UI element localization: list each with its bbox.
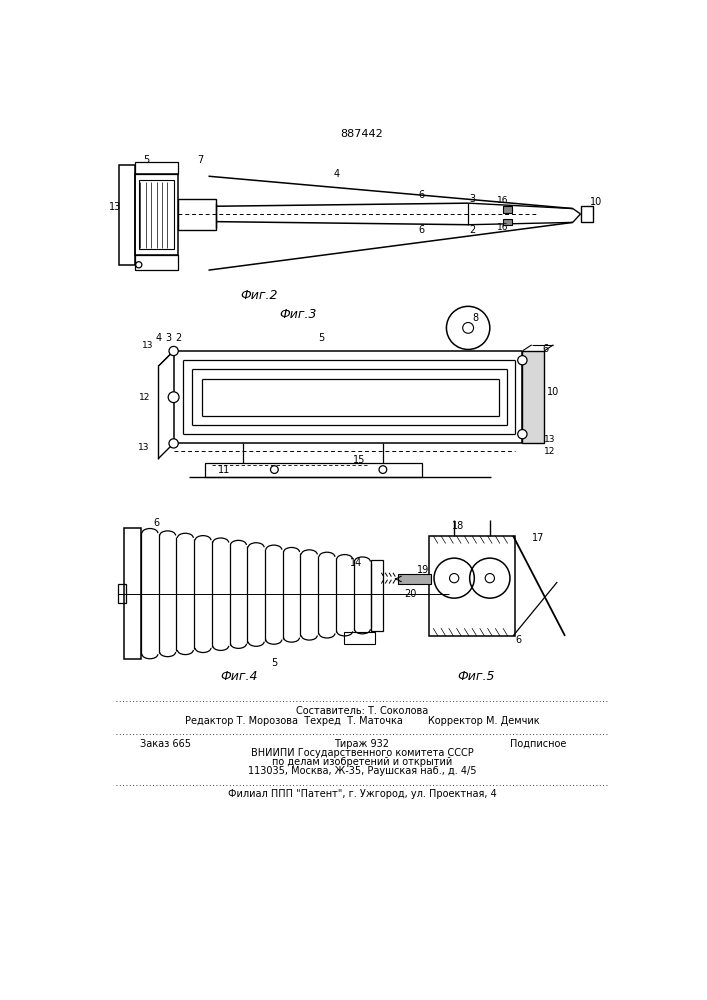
Text: 6: 6 bbox=[542, 344, 549, 354]
Bar bbox=[135, 162, 177, 174]
Text: 6: 6 bbox=[419, 225, 425, 235]
Text: Составитель: Т. Соколова: Составитель: Т. Соколова bbox=[296, 706, 428, 716]
Text: 10: 10 bbox=[590, 197, 602, 207]
Text: 18: 18 bbox=[452, 521, 464, 531]
Text: 13: 13 bbox=[110, 202, 122, 212]
Bar bbox=[580, 206, 593, 222]
Text: Редактор Т. Морозова  Техред  Т. Маточка        Корректор М. Демчик: Редактор Т. Морозова Техред Т. Маточка К… bbox=[185, 716, 539, 726]
Text: 12: 12 bbox=[544, 447, 555, 456]
Text: Фиг.3: Фиг.3 bbox=[279, 308, 316, 321]
Text: 7: 7 bbox=[198, 155, 204, 165]
Text: 4: 4 bbox=[155, 333, 161, 343]
Bar bbox=[371, 560, 383, 631]
Text: 113035, Москва, Ж-35, Раушская наб., д. 4/5: 113035, Москва, Ж-35, Раушская наб., д. … bbox=[247, 766, 477, 776]
Text: 19: 19 bbox=[417, 565, 429, 575]
Text: 8: 8 bbox=[473, 313, 479, 323]
Text: 15: 15 bbox=[354, 455, 366, 465]
Text: 13: 13 bbox=[544, 435, 555, 444]
Bar bbox=[119, 165, 135, 265]
Bar bbox=[522, 351, 544, 443]
Text: Тираж 932: Тираж 932 bbox=[334, 739, 390, 749]
Text: Фиг.2: Фиг.2 bbox=[240, 289, 278, 302]
Text: 5: 5 bbox=[271, 658, 278, 668]
Text: 6: 6 bbox=[153, 518, 160, 528]
Circle shape bbox=[518, 356, 527, 365]
Bar bbox=[204, 463, 421, 477]
Bar bbox=[344, 632, 375, 644]
Circle shape bbox=[169, 439, 178, 448]
Text: 13: 13 bbox=[142, 341, 154, 350]
Text: 17: 17 bbox=[532, 533, 544, 543]
Text: 16: 16 bbox=[497, 223, 509, 232]
Bar bbox=[124, 528, 141, 659]
Text: 2: 2 bbox=[175, 333, 182, 343]
Text: Филиал ППП "Патент", г. Ужгород, ул. Проектная, 4: Филиал ППП "Патент", г. Ужгород, ул. Про… bbox=[228, 789, 496, 799]
Bar bbox=[398, 574, 431, 584]
Text: 12: 12 bbox=[139, 393, 150, 402]
Text: 6: 6 bbox=[515, 635, 522, 645]
Text: 20: 20 bbox=[404, 589, 416, 599]
Text: Фиг.4: Фиг.4 bbox=[221, 670, 258, 683]
Text: 5: 5 bbox=[144, 155, 150, 165]
Text: 11: 11 bbox=[218, 465, 230, 475]
Bar bbox=[177, 199, 216, 230]
Text: Подписное: Подписное bbox=[510, 739, 566, 749]
Bar bbox=[503, 219, 513, 225]
Text: 2: 2 bbox=[469, 225, 475, 235]
Text: 13: 13 bbox=[139, 443, 150, 452]
Circle shape bbox=[169, 346, 178, 356]
Text: 4: 4 bbox=[333, 169, 339, 179]
Bar bbox=[118, 584, 126, 603]
Bar bbox=[429, 536, 515, 636]
Circle shape bbox=[168, 392, 179, 403]
Bar bbox=[135, 255, 177, 270]
Text: 10: 10 bbox=[547, 387, 559, 397]
Text: Фиг.5: Фиг.5 bbox=[457, 670, 495, 683]
Bar bbox=[503, 206, 513, 213]
Bar bbox=[139, 180, 174, 249]
Text: по делам изобретений и открытий: по делам изобретений и открытий bbox=[271, 757, 452, 767]
Circle shape bbox=[518, 430, 527, 439]
Text: 3: 3 bbox=[165, 333, 171, 343]
Text: 16: 16 bbox=[497, 196, 509, 205]
Text: 6: 6 bbox=[419, 190, 425, 200]
Text: 14: 14 bbox=[350, 558, 362, 568]
Text: 5: 5 bbox=[317, 333, 324, 343]
Text: 3: 3 bbox=[469, 194, 475, 204]
Bar bbox=[135, 174, 177, 255]
Text: ВНИИПИ Государственного комитета СССР: ВНИИПИ Государственного комитета СССР bbox=[250, 748, 473, 758]
Text: 887442: 887442 bbox=[341, 129, 383, 139]
Text: Заказ 665: Заказ 665 bbox=[141, 739, 192, 749]
